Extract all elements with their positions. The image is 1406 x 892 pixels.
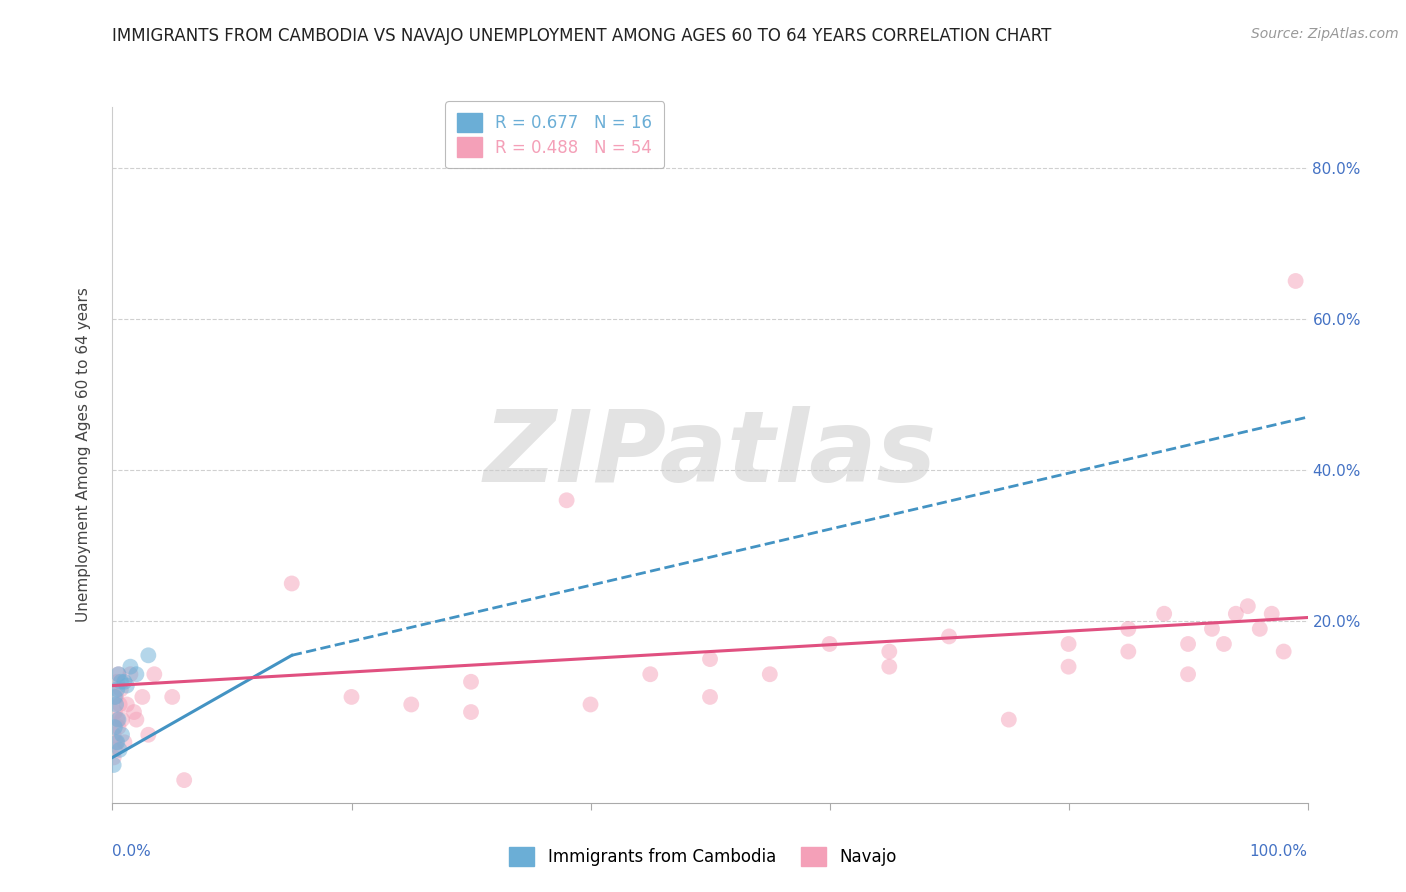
Point	[1272, 644, 1295, 658]
Point	[125, 713, 148, 727]
Point	[131, 690, 153, 704]
Point	[105, 674, 128, 689]
Point	[1118, 644, 1140, 658]
Point	[114, 674, 135, 689]
Legend: R = 0.677   N = 16, R = 0.488   N = 54: R = 0.677 N = 16, R = 0.488 N = 54	[446, 102, 664, 169]
Point	[759, 667, 782, 681]
Point	[460, 705, 482, 719]
Point	[1249, 622, 1271, 636]
Point	[640, 667, 662, 681]
Point	[281, 576, 304, 591]
Point	[1213, 637, 1236, 651]
Point	[110, 682, 132, 697]
Point	[1261, 607, 1284, 621]
Point	[1201, 622, 1223, 636]
Point	[107, 667, 129, 681]
Point	[879, 659, 901, 673]
Point	[114, 735, 135, 749]
Point	[104, 720, 127, 734]
Text: ZIPatlas: ZIPatlas	[484, 407, 936, 503]
Point	[938, 629, 960, 643]
Point	[340, 690, 363, 704]
Point	[138, 728, 160, 742]
Point	[107, 720, 129, 734]
Legend: Immigrants from Cambodia, Navajo: Immigrants from Cambodia, Navajo	[501, 838, 905, 875]
Point	[120, 659, 142, 673]
Point	[1285, 274, 1308, 288]
Point	[104, 743, 127, 757]
Point	[105, 698, 128, 712]
Point	[122, 705, 145, 719]
Text: 0.0%: 0.0%	[112, 845, 152, 860]
Point	[1057, 659, 1080, 673]
Point	[401, 698, 423, 712]
Point	[103, 750, 125, 764]
Point	[120, 667, 142, 681]
Point	[1225, 607, 1247, 621]
Point	[879, 644, 901, 658]
Text: 100.0%: 100.0%	[1250, 845, 1308, 860]
Point	[103, 758, 125, 772]
Point	[555, 493, 578, 508]
Point	[111, 713, 134, 727]
Point	[173, 773, 195, 788]
Y-axis label: Unemployment Among Ages 60 to 64 years: Unemployment Among Ages 60 to 64 years	[76, 287, 91, 623]
Point	[107, 667, 129, 681]
Point	[103, 728, 125, 742]
Point	[1177, 667, 1199, 681]
Point	[115, 698, 138, 712]
Point	[162, 690, 183, 704]
Point	[818, 637, 841, 651]
Point	[105, 690, 128, 704]
Point	[105, 713, 128, 727]
Point	[110, 674, 132, 689]
Point	[998, 713, 1021, 727]
Point	[138, 648, 160, 663]
Point	[108, 698, 131, 712]
Point	[107, 713, 129, 727]
Point	[579, 698, 602, 712]
Point	[1237, 599, 1260, 614]
Point	[1177, 637, 1199, 651]
Text: IMMIGRANTS FROM CAMBODIA VS NAVAJO UNEMPLOYMENT AMONG AGES 60 TO 64 YEARS CORREL: IMMIGRANTS FROM CAMBODIA VS NAVAJO UNEMP…	[112, 27, 1052, 45]
Point	[125, 667, 148, 681]
Point	[115, 679, 138, 693]
Point	[1057, 637, 1080, 651]
Point	[699, 652, 721, 666]
Point	[1118, 622, 1140, 636]
Point	[699, 690, 721, 704]
Point	[105, 735, 128, 749]
Point	[105, 735, 128, 749]
Point	[1153, 607, 1175, 621]
Point	[111, 728, 134, 742]
Point	[104, 690, 127, 704]
Point	[460, 674, 482, 689]
Point	[105, 682, 128, 697]
Point	[108, 743, 131, 757]
Point	[104, 705, 127, 719]
Point	[143, 667, 166, 681]
Text: Source: ZipAtlas.com: Source: ZipAtlas.com	[1251, 27, 1399, 41]
